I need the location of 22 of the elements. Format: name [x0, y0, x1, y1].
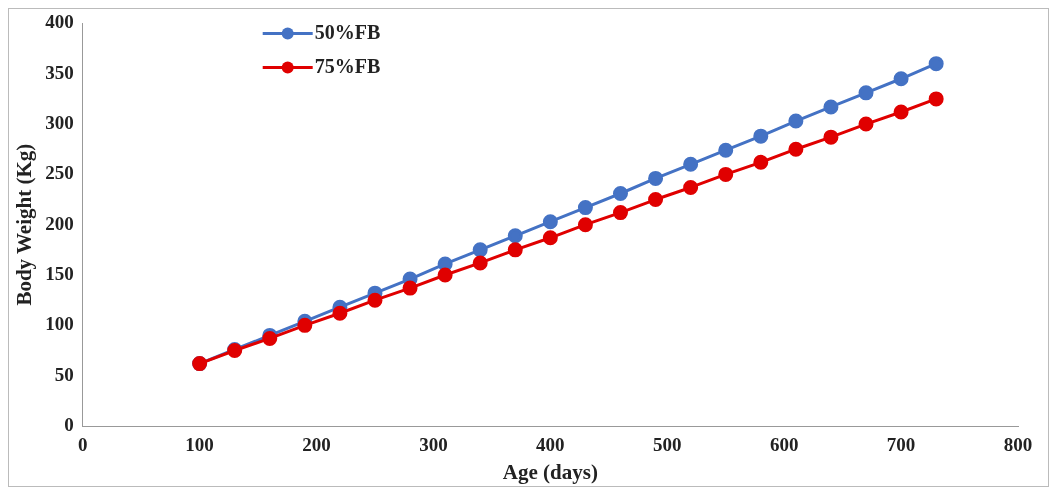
x-tick-label: 200: [302, 434, 331, 456]
legend-label: 50%FB: [314, 20, 381, 43]
x-tick-label: 0: [77, 434, 88, 456]
x-tick-label: 500: [653, 434, 682, 456]
x-tick-label: 600: [769, 434, 799, 456]
x-axis-title: Age (days): [502, 459, 598, 484]
y-tick-label: 350: [45, 61, 74, 83]
y-tick-label: 100: [45, 313, 74, 335]
y-tick-label: 250: [45, 162, 74, 184]
y-tick-label: 400: [45, 11, 74, 33]
y-tick-label: 0: [64, 413, 74, 435]
y-tick-label: 150: [45, 262, 74, 284]
y-tick-label: 200: [45, 212, 74, 234]
x-tick-label: 400: [536, 434, 565, 456]
x-tick-label: 700: [886, 434, 916, 456]
y-tick-label: 300: [45, 111, 74, 133]
x-tick-label: 100: [185, 434, 214, 456]
y-tick-label: 50: [54, 363, 74, 385]
x-tick-label: 300: [419, 434, 448, 456]
legend-label: 75%FB: [314, 54, 381, 77]
x-tick-label: 800: [1003, 434, 1033, 456]
y-axis-title: Body Weight (Kg): [12, 143, 37, 306]
